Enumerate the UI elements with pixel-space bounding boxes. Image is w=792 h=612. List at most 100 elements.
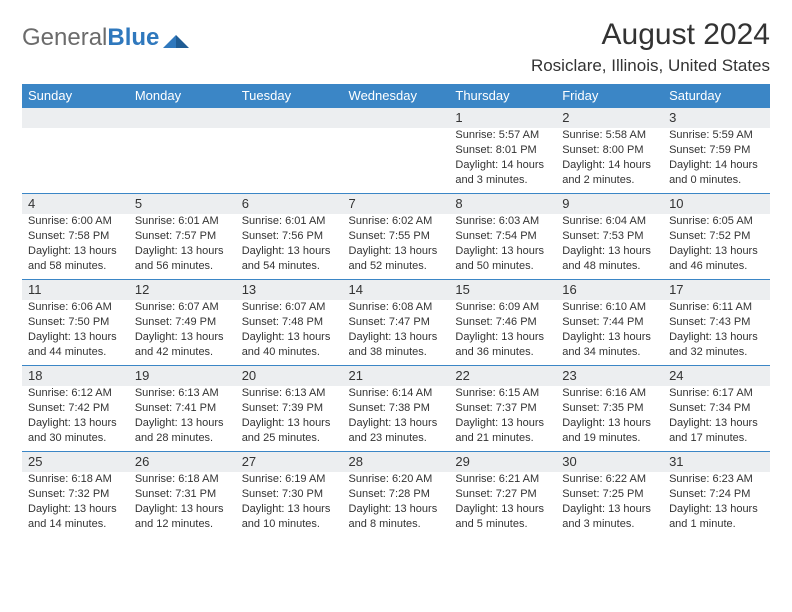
- daylight-text: Daylight: 13 hours and 28 minutes.: [135, 416, 230, 446]
- calendar-day-cell: 6Sunrise: 6:01 AMSunset: 7:56 PMDaylight…: [236, 194, 343, 280]
- sunrise-text: Sunrise: 6:00 AM: [28, 214, 123, 229]
- calendar-day-cell: 2Sunrise: 5:58 AMSunset: 8:00 PMDaylight…: [556, 108, 663, 194]
- sunset-text: Sunset: 7:48 PM: [242, 315, 337, 330]
- day-number: 4: [22, 194, 129, 214]
- day-details: Sunrise: 6:16 AMSunset: 7:35 PMDaylight:…: [556, 386, 663, 450]
- day-details: Sunrise: 6:19 AMSunset: 7:30 PMDaylight:…: [236, 472, 343, 536]
- sunrise-text: Sunrise: 6:07 AM: [242, 300, 337, 315]
- calendar-day-cell: 30Sunrise: 6:22 AMSunset: 7:25 PMDayligh…: [556, 452, 663, 538]
- calendar-day-cell: 1Sunrise: 5:57 AMSunset: 8:01 PMDaylight…: [449, 108, 556, 194]
- daylight-text: Daylight: 13 hours and 17 minutes.: [669, 416, 764, 446]
- day-details: Sunrise: 6:08 AMSunset: 7:47 PMDaylight:…: [343, 300, 450, 364]
- calendar-day-cell: 28Sunrise: 6:20 AMSunset: 7:28 PMDayligh…: [343, 452, 450, 538]
- sunset-text: Sunset: 7:41 PM: [135, 401, 230, 416]
- calendar-day-cell: 29Sunrise: 6:21 AMSunset: 7:27 PMDayligh…: [449, 452, 556, 538]
- sunset-text: Sunset: 7:37 PM: [455, 401, 550, 416]
- day-header: Friday: [556, 84, 663, 108]
- daylight-text: Daylight: 13 hours and 12 minutes.: [135, 502, 230, 532]
- sunrise-text: Sunrise: 6:21 AM: [455, 472, 550, 487]
- calendar-body: 1Sunrise: 5:57 AMSunset: 8:01 PMDaylight…: [22, 108, 770, 538]
- day-details: Sunrise: 6:01 AMSunset: 7:57 PMDaylight:…: [129, 214, 236, 278]
- daylight-text: Daylight: 13 hours and 14 minutes.: [28, 502, 123, 532]
- day-number: 25: [22, 452, 129, 472]
- sunrise-text: Sunrise: 6:08 AM: [349, 300, 444, 315]
- calendar-week-row: 1Sunrise: 5:57 AMSunset: 8:01 PMDaylight…: [22, 108, 770, 194]
- calendar-day-cell: 20Sunrise: 6:13 AMSunset: 7:39 PMDayligh…: [236, 366, 343, 452]
- day-number: 26: [129, 452, 236, 472]
- calendar-day-cell: 21Sunrise: 6:14 AMSunset: 7:38 PMDayligh…: [343, 366, 450, 452]
- daylight-text: Daylight: 13 hours and 54 minutes.: [242, 244, 337, 274]
- day-number: 2: [556, 108, 663, 128]
- sunset-text: Sunset: 7:52 PM: [669, 229, 764, 244]
- sunrise-text: Sunrise: 6:18 AM: [28, 472, 123, 487]
- daylight-text: Daylight: 13 hours and 38 minutes.: [349, 330, 444, 360]
- sunset-text: Sunset: 7:53 PM: [562, 229, 657, 244]
- day-number: 28: [343, 452, 450, 472]
- sunrise-text: Sunrise: 6:20 AM: [349, 472, 444, 487]
- sunrise-text: Sunrise: 6:13 AM: [242, 386, 337, 401]
- calendar-day-cell: 17Sunrise: 6:11 AMSunset: 7:43 PMDayligh…: [663, 280, 770, 366]
- daylight-text: Daylight: 14 hours and 2 minutes.: [562, 158, 657, 188]
- calendar-week-row: 4Sunrise: 6:00 AMSunset: 7:58 PMDaylight…: [22, 194, 770, 280]
- day-number: 31: [663, 452, 770, 472]
- day-number: 13: [236, 280, 343, 300]
- logo: GeneralBlue: [22, 24, 189, 52]
- day-header: Monday: [129, 84, 236, 108]
- sunrise-text: Sunrise: 6:11 AM: [669, 300, 764, 315]
- day-number: 18: [22, 366, 129, 386]
- title-block: August 2024 Rosiclare, Illinois, United …: [531, 18, 770, 82]
- logo-blue: Blue: [107, 24, 159, 51]
- calendar-day-cell: 22Sunrise: 6:15 AMSunset: 7:37 PMDayligh…: [449, 366, 556, 452]
- day-details: Sunrise: 5:59 AMSunset: 7:59 PMDaylight:…: [663, 128, 770, 192]
- sunset-text: Sunset: 7:43 PM: [669, 315, 764, 330]
- day-number: 9: [556, 194, 663, 214]
- calendar-day-cell: 31Sunrise: 6:23 AMSunset: 7:24 PMDayligh…: [663, 452, 770, 538]
- daylight-text: Daylight: 13 hours and 50 minutes.: [455, 244, 550, 274]
- sunset-text: Sunset: 7:56 PM: [242, 229, 337, 244]
- calendar-empty-cell: [236, 108, 343, 194]
- daylight-text: Daylight: 13 hours and 5 minutes.: [455, 502, 550, 532]
- day-number: 3: [663, 108, 770, 128]
- sunrise-text: Sunrise: 6:15 AM: [455, 386, 550, 401]
- calendar-day-cell: 10Sunrise: 6:05 AMSunset: 7:52 PMDayligh…: [663, 194, 770, 280]
- sunrise-text: Sunrise: 6:12 AM: [28, 386, 123, 401]
- calendar-week-row: 25Sunrise: 6:18 AMSunset: 7:32 PMDayligh…: [22, 452, 770, 538]
- day-number: 23: [556, 366, 663, 386]
- location-subtitle: Rosiclare, Illinois, United States: [531, 56, 770, 76]
- calendar-day-cell: 13Sunrise: 6:07 AMSunset: 7:48 PMDayligh…: [236, 280, 343, 366]
- day-details: Sunrise: 6:00 AMSunset: 7:58 PMDaylight:…: [22, 214, 129, 278]
- day-number: 20: [236, 366, 343, 386]
- day-details: Sunrise: 6:23 AMSunset: 7:24 PMDaylight:…: [663, 472, 770, 536]
- sunrise-text: Sunrise: 5:58 AM: [562, 128, 657, 143]
- daylight-text: Daylight: 13 hours and 52 minutes.: [349, 244, 444, 274]
- daylight-text: Daylight: 13 hours and 25 minutes.: [242, 416, 337, 446]
- calendar-table: SundayMondayTuesdayWednesdayThursdayFrid…: [22, 84, 770, 538]
- calendar-empty-cell: [343, 108, 450, 194]
- logo-mark-icon: [163, 28, 189, 48]
- day-details: Sunrise: 6:02 AMSunset: 7:55 PMDaylight:…: [343, 214, 450, 278]
- daylight-text: Daylight: 13 hours and 3 minutes.: [562, 502, 657, 532]
- daylight-text: Daylight: 13 hours and 42 minutes.: [135, 330, 230, 360]
- day-details: Sunrise: 6:15 AMSunset: 7:37 PMDaylight:…: [449, 386, 556, 450]
- day-details: Sunrise: 6:13 AMSunset: 7:39 PMDaylight:…: [236, 386, 343, 450]
- sunrise-text: Sunrise: 6:04 AM: [562, 214, 657, 229]
- sunset-text: Sunset: 7:25 PM: [562, 487, 657, 502]
- empty-daynum: [343, 108, 450, 128]
- sunrise-text: Sunrise: 6:01 AM: [135, 214, 230, 229]
- daylight-text: Daylight: 13 hours and 32 minutes.: [669, 330, 764, 360]
- day-details: Sunrise: 6:18 AMSunset: 7:32 PMDaylight:…: [22, 472, 129, 536]
- day-details: Sunrise: 6:01 AMSunset: 7:56 PMDaylight:…: [236, 214, 343, 278]
- calendar-day-cell: 26Sunrise: 6:18 AMSunset: 7:31 PMDayligh…: [129, 452, 236, 538]
- header: GeneralBlue August 2024 Rosiclare, Illin…: [22, 18, 770, 82]
- sunset-text: Sunset: 7:34 PM: [669, 401, 764, 416]
- day-header: Sunday: [22, 84, 129, 108]
- day-details: Sunrise: 6:04 AMSunset: 7:53 PMDaylight:…: [556, 214, 663, 278]
- day-details: Sunrise: 5:57 AMSunset: 8:01 PMDaylight:…: [449, 128, 556, 192]
- calendar-day-cell: 14Sunrise: 6:08 AMSunset: 7:47 PMDayligh…: [343, 280, 450, 366]
- calendar-week-row: 11Sunrise: 6:06 AMSunset: 7:50 PMDayligh…: [22, 280, 770, 366]
- day-number: 5: [129, 194, 236, 214]
- day-header: Thursday: [449, 84, 556, 108]
- daylight-text: Daylight: 13 hours and 44 minutes.: [28, 330, 123, 360]
- day-number: 17: [663, 280, 770, 300]
- sunrise-text: Sunrise: 5:57 AM: [455, 128, 550, 143]
